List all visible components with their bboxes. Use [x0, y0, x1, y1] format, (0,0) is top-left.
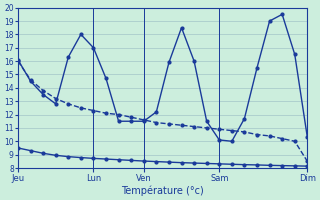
X-axis label: Température (°c): Température (°c) [121, 185, 204, 196]
